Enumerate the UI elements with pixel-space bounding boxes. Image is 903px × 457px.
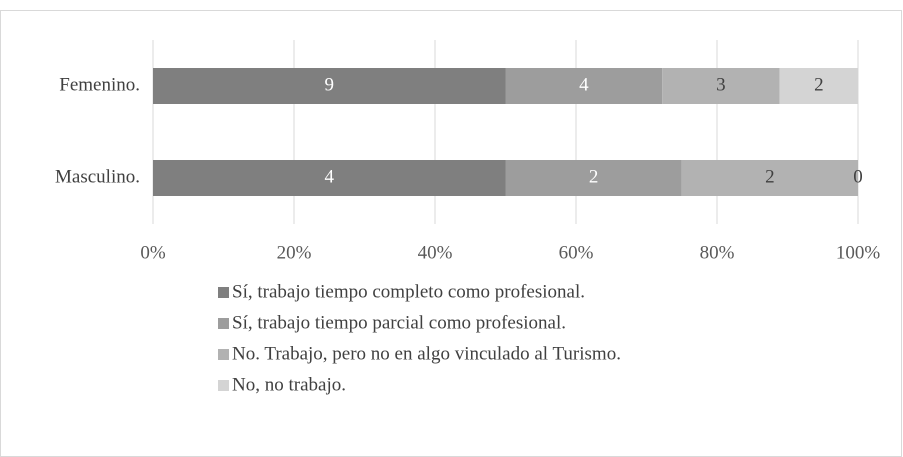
- bar-segment: [779, 68, 858, 104]
- bar-segment: [662, 68, 780, 104]
- y-tick-label: Femenino.: [59, 74, 140, 95]
- bar-segment: [505, 68, 663, 104]
- x-tick-label: 60%: [559, 242, 594, 263]
- data-label: 2: [589, 166, 599, 187]
- legend-label: Sí, trabajo tiempo parcial como profesio…: [232, 312, 566, 333]
- legend-swatch: [218, 318, 229, 329]
- x-tick-label: 80%: [700, 242, 735, 263]
- x-tick-label: 0%: [140, 242, 166, 263]
- legend-label: No, no trabajo.: [232, 374, 346, 395]
- data-label: 0: [853, 166, 863, 187]
- legend-swatch: [218, 287, 229, 298]
- legend-label: Sí, trabajo tiempo completo como profesi…: [232, 281, 585, 302]
- data-label: 2: [814, 74, 824, 95]
- x-tick-label: 20%: [277, 242, 312, 263]
- data-label: 3: [716, 74, 726, 95]
- y-tick-label: Masculino.: [55, 166, 140, 187]
- x-tick-label: 40%: [418, 242, 453, 263]
- legend-swatch: [218, 380, 229, 391]
- legend-label: No. Trabajo, pero no en algo vinculado a…: [232, 343, 621, 364]
- data-label: 4: [325, 166, 335, 187]
- bar-segment: [153, 160, 506, 196]
- bar-segment: [153, 68, 506, 104]
- legend-swatch: [218, 349, 229, 360]
- data-label: 2: [765, 166, 775, 187]
- data-label: 4: [579, 74, 589, 95]
- bar-segment: [681, 160, 858, 196]
- bar-segment: [505, 160, 682, 196]
- data-label: 9: [325, 74, 335, 95]
- x-tick-label: 100%: [836, 242, 881, 263]
